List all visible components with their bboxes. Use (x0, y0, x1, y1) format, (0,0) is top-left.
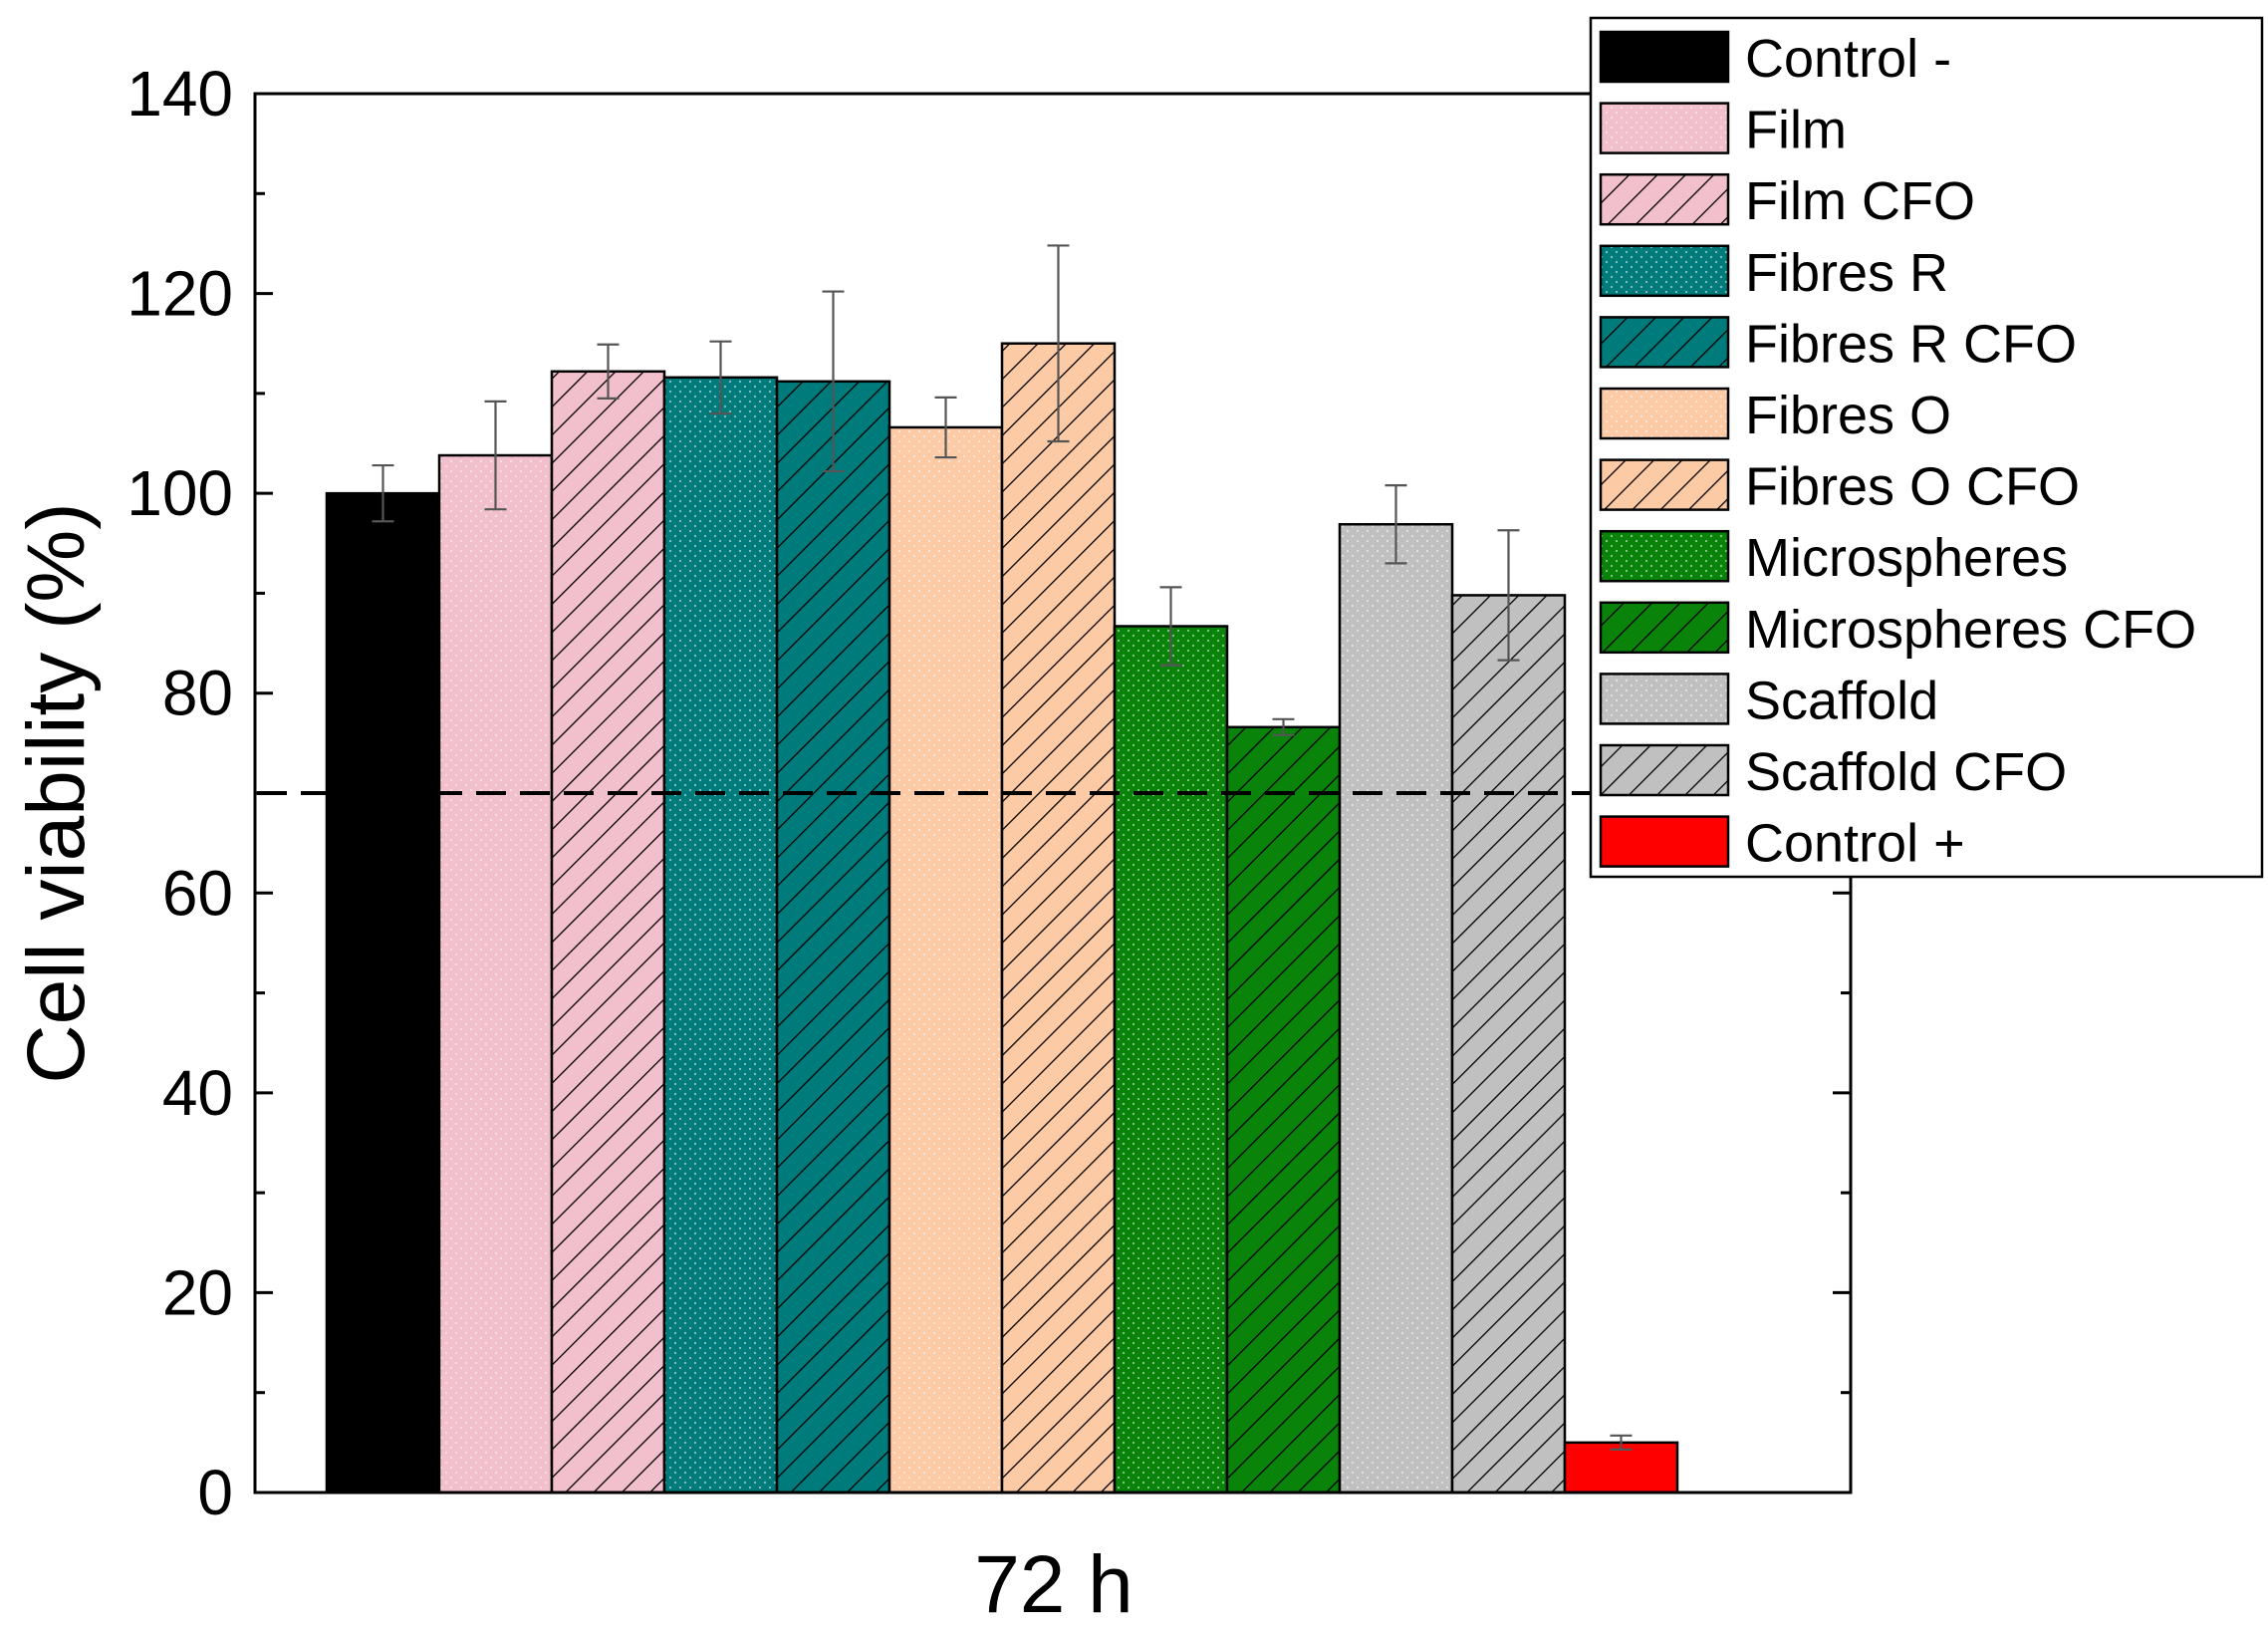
legend-label: Fibres O CFO (1745, 457, 2080, 517)
legend-item-fibres-o: Fibres O (1599, 386, 1951, 445)
error-bar-control (372, 463, 394, 523)
error-bar-scaffold (1385, 484, 1407, 565)
legend-swatch (1601, 32, 1728, 82)
bar-film (437, 453, 554, 1495)
bar-dot-texture (1115, 626, 1227, 1493)
bar-hatch-texture (1002, 343, 1115, 1493)
bar-hatch-texture (777, 381, 889, 1493)
bar-scaffold-cfo (1450, 594, 1567, 1495)
legend-item-fibres-r-cfo: Fibres R CFO (1599, 314, 2077, 374)
bar-fibres-o-cfo (1000, 342, 1117, 1495)
bar-scaffold (1338, 522, 1454, 1495)
legend-item-microspheres-cfo: Microspheres CFO (1599, 600, 2196, 660)
legend-label: Control - (1745, 29, 1951, 89)
bar-control (1563, 1441, 1679, 1495)
error-bar-scaffold-cfo (1497, 529, 1520, 662)
y-tick-label: 0 (197, 1457, 233, 1528)
error-bar-fibres-r-cfo (822, 290, 845, 473)
bar-fibres-r (662, 376, 779, 1495)
bar-dot-texture (664, 377, 777, 1494)
legend-swatch (1601, 816, 1728, 867)
legend-label: Film (1745, 101, 1847, 160)
bar-hatch-texture (552, 371, 664, 1493)
bar-dot-texture (1340, 524, 1452, 1493)
bar-fill (327, 493, 439, 1494)
y-axis-label: Cell viability (%) (11, 502, 102, 1083)
y-tick-label: 20 (162, 1256, 233, 1328)
legend-item-fibres-o-cfo: Fibres O CFO (1599, 457, 2080, 517)
legend-label: Microspheres CFO (1745, 600, 2196, 660)
error-bar-microspheres-cfo (1272, 717, 1295, 736)
y-tick-label: 100 (126, 457, 233, 529)
legend-label: Fibres R CFO (1745, 314, 2077, 374)
legend-item-fibres-r: Fibres R (1599, 243, 1948, 303)
bar-fill (1565, 1442, 1677, 1493)
error-bars-layer (372, 244, 1633, 1451)
legend-item-film: Film (1599, 101, 1847, 160)
bar-film-cfo (550, 370, 666, 1495)
legend-item-control: Control + (1599, 814, 1965, 874)
legend-label: Film CFO (1745, 171, 1975, 231)
legend: Control - Film Film CFO Fibres R Fibres R CF… (1589, 16, 2264, 879)
error-bar-fibres-o-cfo (1047, 244, 1070, 443)
legend-label: Control + (1745, 814, 1965, 874)
y-tick-label: 40 (162, 1057, 233, 1129)
y-tick-label: 80 (162, 658, 233, 729)
bar-microspheres (1113, 625, 1229, 1495)
bar-microspheres-cfo (1225, 725, 1342, 1495)
legend-item-microspheres: Microspheres (1599, 528, 2068, 588)
y-tick-label: 120 (126, 258, 233, 330)
bar-control (325, 491, 441, 1495)
y-tick-label: 60 (162, 857, 233, 929)
legend-label: Fibres R (1745, 243, 1948, 303)
legend-box (1589, 16, 2264, 879)
error-bar-film-cfo (597, 343, 620, 400)
bars-layer (325, 342, 1679, 1495)
legend-label: Fibres O (1745, 386, 1951, 445)
bar-hatch-texture (1452, 595, 1565, 1493)
bar-dot-texture (439, 455, 552, 1493)
legend-label: Scaffold CFO (1745, 742, 2067, 802)
error-bar-fibres-o (934, 396, 957, 459)
y-tick-label: 140 (126, 58, 233, 130)
bar-dot-texture (889, 426, 1002, 1493)
legend-item-scaffold-cfo: Scaffold CFO (1599, 742, 2067, 802)
error-bar-microspheres (1159, 586, 1182, 667)
legend-label: Scaffold (1745, 671, 1938, 730)
error-bar-fibres-r (709, 340, 732, 415)
legend-label: Microspheres (1745, 528, 2068, 588)
bar-fibres-o (887, 425, 1004, 1495)
error-bar-film (484, 400, 507, 511)
bar-fibres-r-cfo (775, 380, 891, 1495)
legend-item-scaffold: Scaffold (1599, 671, 1938, 730)
legend-item-control: Control - (1599, 29, 1951, 89)
error-bar-control (1610, 1434, 1633, 1451)
x-axis-label: 72 h (974, 1539, 1134, 1627)
bar-hatch-texture (1227, 726, 1340, 1493)
legend-item-film-cfo: Film CFO (1599, 171, 1975, 231)
